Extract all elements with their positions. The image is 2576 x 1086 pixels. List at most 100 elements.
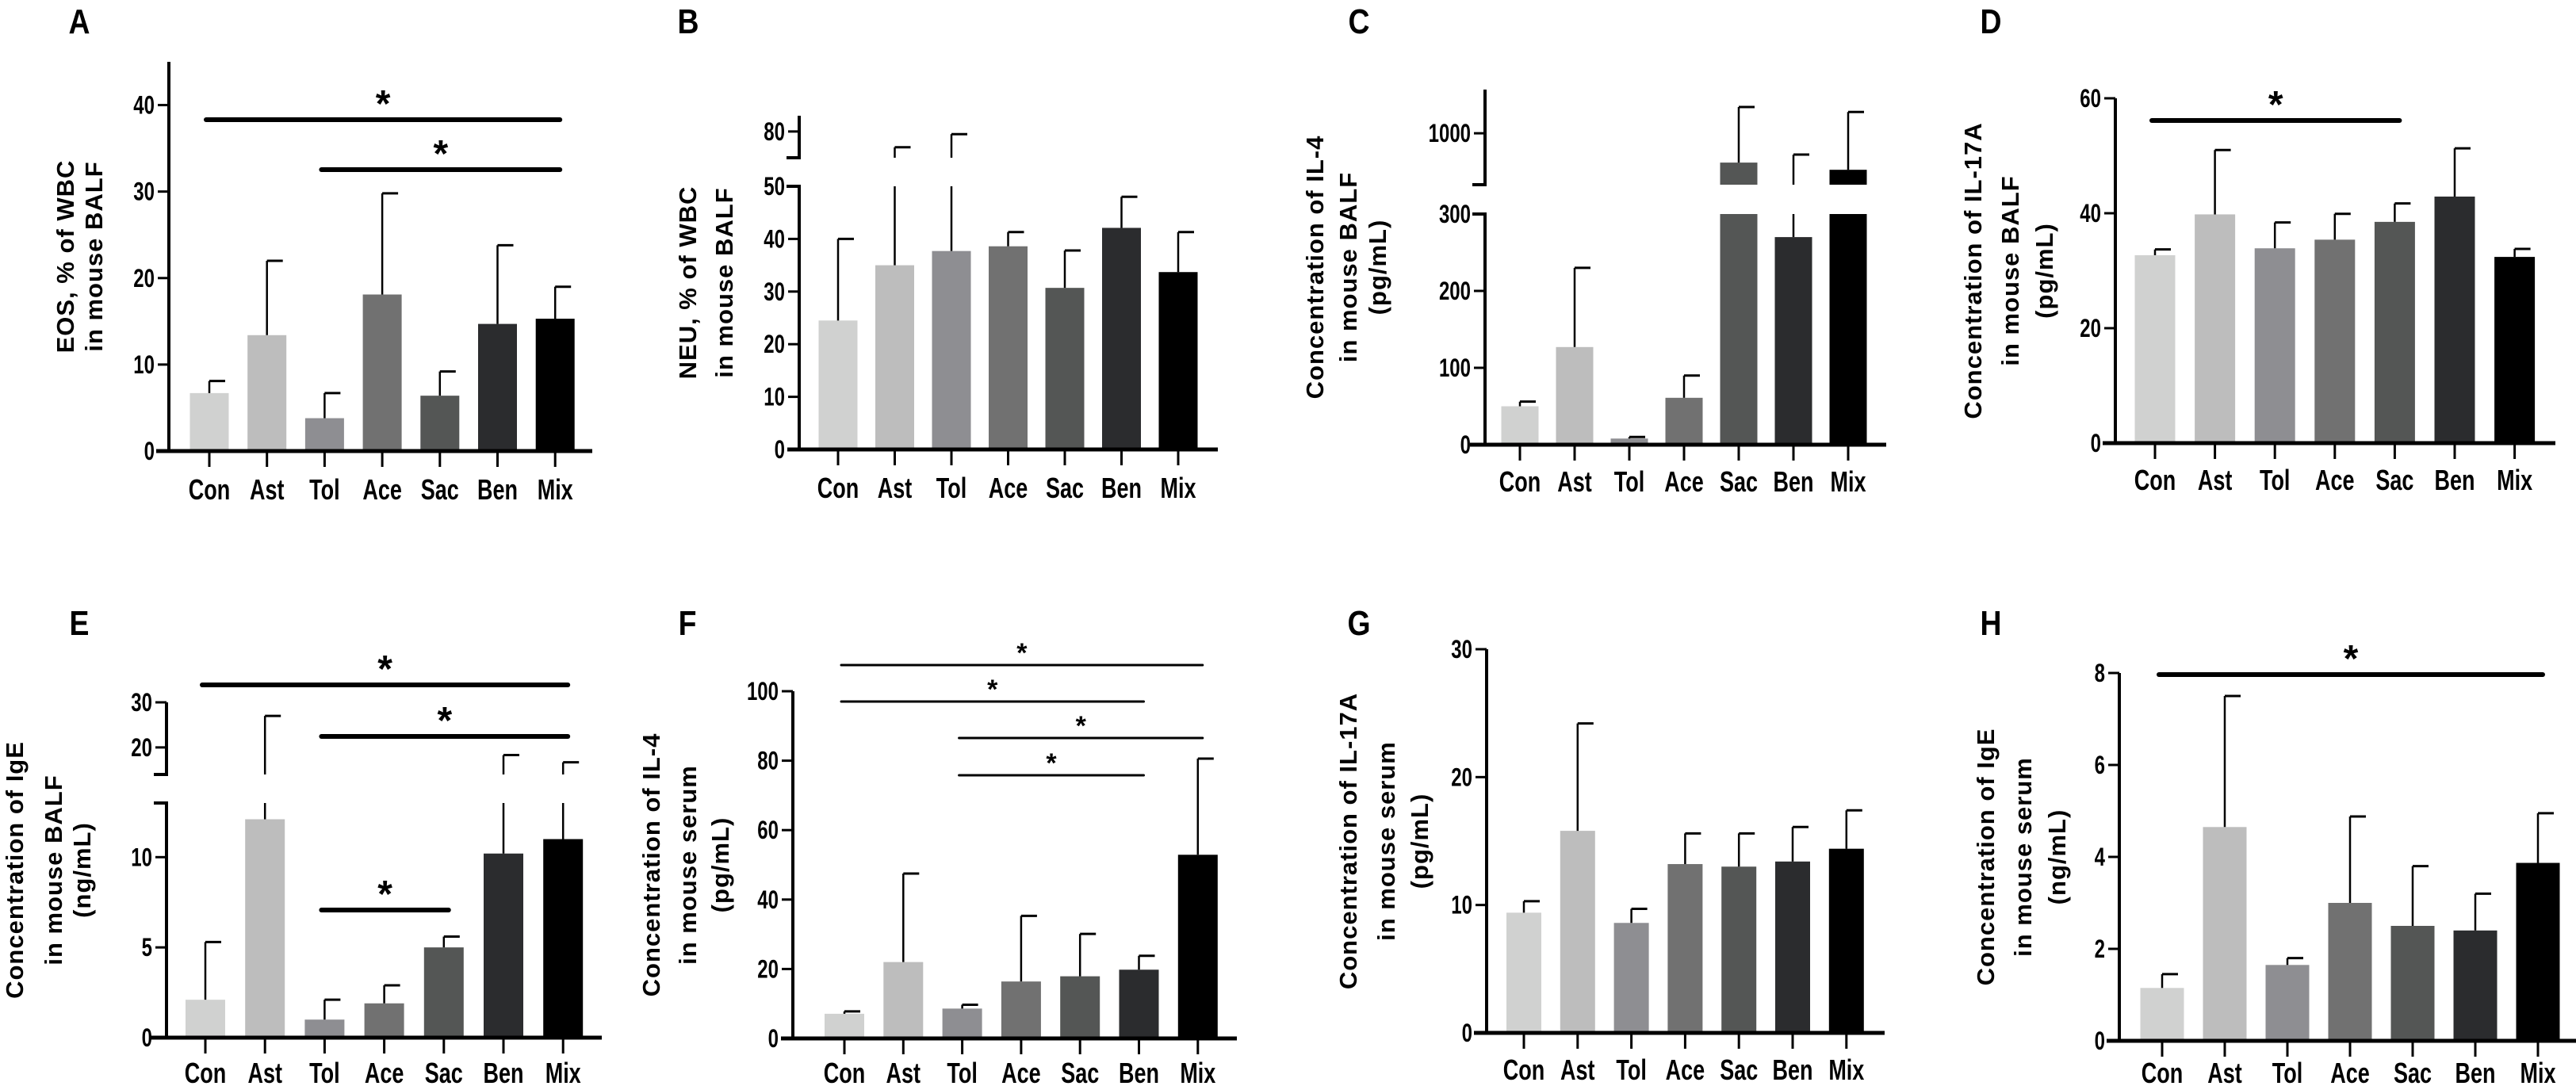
x-tick-label: Sac bbox=[1061, 1057, 1099, 1086]
y-tick-label: 80 bbox=[764, 117, 785, 145]
y-tick-label: 10 bbox=[133, 350, 155, 378]
x-tick-label: Ace bbox=[1664, 465, 1704, 498]
x-tick-label: Tol bbox=[1614, 465, 1644, 498]
bar-mix-lower bbox=[1829, 214, 1867, 445]
bar-tol bbox=[2254, 248, 2295, 443]
significance-star: * bbox=[1046, 748, 1057, 778]
x-tick-label: Sac bbox=[1720, 465, 1758, 498]
x-tick-label: Mix bbox=[538, 473, 573, 506]
x-tick-label: Tol bbox=[947, 1057, 977, 1086]
y-tick-label: 50 bbox=[764, 172, 785, 201]
y-tick-label: 0 bbox=[768, 1024, 779, 1053]
y-tick-label: 20 bbox=[757, 954, 779, 983]
bar-con bbox=[818, 320, 858, 449]
y-axis-label: in mouse BALF bbox=[40, 774, 67, 965]
x-tick-label: Ace bbox=[2315, 464, 2355, 496]
bar-ben bbox=[2434, 196, 2475, 443]
x-tick-label: Ast bbox=[1557, 465, 1592, 498]
bar-mix bbox=[535, 319, 575, 451]
y-axis-label: (pg/mL) bbox=[2031, 223, 2058, 319]
y-axis-label: EOS, % of WBC bbox=[52, 160, 79, 354]
x-tick-label: Con bbox=[189, 473, 230, 506]
bar-mix bbox=[1177, 855, 1218, 1038]
y-tick-label: 20 bbox=[2080, 314, 2101, 342]
x-tick-label: Con bbox=[1503, 1053, 1544, 1086]
bar-con bbox=[1501, 406, 1539, 445]
x-tick-label: Mix bbox=[1831, 465, 1866, 498]
x-tick-label: Ben bbox=[484, 1057, 524, 1086]
panel-label: H bbox=[1980, 603, 2001, 643]
bar-ast bbox=[883, 962, 924, 1038]
x-tick-label: Tol bbox=[2260, 464, 2290, 496]
x-tick-label: Mix bbox=[2497, 464, 2532, 496]
y-tick-label: 40 bbox=[2080, 199, 2101, 228]
x-tick-label: Ace bbox=[365, 1057, 404, 1086]
panel-label: A bbox=[68, 2, 90, 41]
x-tick-label: Ace bbox=[1001, 1057, 1041, 1086]
y-tick-label: 0 bbox=[1460, 430, 1471, 459]
x-tick-label: Ben bbox=[1773, 1053, 1813, 1086]
x-tick-label: Sac bbox=[1720, 1053, 1758, 1086]
y-tick-label: 0 bbox=[2095, 1027, 2105, 1055]
bar-sac bbox=[1721, 866, 1757, 1033]
bar-con bbox=[2140, 988, 2184, 1041]
y-tick-label: 40 bbox=[133, 90, 155, 119]
y-axis-label: (ng/mL) bbox=[68, 822, 96, 918]
panel-label: F bbox=[679, 603, 697, 643]
significance-star: * bbox=[1016, 638, 1028, 668]
y-tick-label: 20 bbox=[1451, 763, 1472, 791]
y-axis-label: NEU, % of WBC bbox=[674, 186, 702, 380]
bar-ace bbox=[2314, 239, 2356, 443]
x-tick-label: Tol bbox=[309, 473, 339, 506]
bar-mix bbox=[543, 839, 584, 1038]
bar-sac bbox=[1045, 288, 1085, 449]
x-tick-label: Ben bbox=[1119, 1057, 1159, 1086]
x-tick-label: Sac bbox=[421, 473, 459, 506]
significance-star: * bbox=[437, 700, 452, 742]
bar-ben bbox=[2453, 930, 2498, 1041]
x-tick-label: Ben bbox=[1774, 465, 1814, 498]
x-tick-label: Ace bbox=[1666, 1053, 1705, 1086]
significance-star: * bbox=[433, 133, 448, 175]
y-tick-label: 4 bbox=[2095, 843, 2106, 871]
y-axis-label: Concentration of IL-4 bbox=[637, 733, 665, 997]
significance-star: * bbox=[987, 675, 998, 705]
y-tick-label: 20 bbox=[764, 330, 785, 358]
y-axis-label: Concentration of IgE bbox=[1972, 728, 2000, 986]
bar-con bbox=[2134, 254, 2176, 443]
bar-con bbox=[186, 1000, 225, 1038]
x-tick-label: Ast bbox=[2198, 464, 2233, 496]
x-tick-label: Ben bbox=[2435, 464, 2475, 496]
y-tick-label: 0 bbox=[144, 437, 155, 465]
y-tick-label: 10 bbox=[764, 382, 785, 411]
x-tick-label: Tol bbox=[309, 1057, 339, 1086]
y-axis-label: in mouse serum bbox=[2009, 757, 2037, 957]
y-axis-label: (ng/mL) bbox=[2043, 809, 2071, 905]
x-tick-label: Sac bbox=[2375, 464, 2413, 496]
bar-ben bbox=[1102, 228, 1141, 449]
x-tick-label: Sac bbox=[2394, 1057, 2432, 1086]
y-tick-label: 30 bbox=[764, 277, 785, 305]
bar-sac bbox=[423, 947, 464, 1038]
bar-ace bbox=[989, 246, 1028, 449]
panel-label: G bbox=[1347, 603, 1370, 643]
bar-con bbox=[1506, 912, 1541, 1033]
y-axis-label: (pg/mL) bbox=[1406, 793, 1433, 889]
y-tick-label: 0 bbox=[142, 1023, 152, 1052]
y-tick-label: 300 bbox=[1439, 200, 1471, 228]
significance-star: * bbox=[1076, 711, 1087, 741]
bar-ben bbox=[1119, 969, 1159, 1038]
significance-star: * bbox=[2268, 84, 2283, 126]
y-tick-label: 20 bbox=[131, 732, 152, 761]
y-axis-label: in mouse BALF bbox=[1334, 172, 1362, 362]
bar-ast bbox=[875, 265, 914, 449]
y-tick-label: 40 bbox=[764, 224, 785, 253]
panel-label: E bbox=[70, 603, 90, 643]
bar-mix-upper bbox=[1829, 170, 1867, 185]
bar-ben bbox=[484, 853, 523, 1038]
y-tick-label: 2 bbox=[2095, 935, 2105, 963]
y-tick-label: 1000 bbox=[1429, 119, 1471, 147]
y-axis-label: in mouse BALF bbox=[80, 161, 108, 351]
y-axis-label: (pg/mL) bbox=[706, 817, 734, 913]
